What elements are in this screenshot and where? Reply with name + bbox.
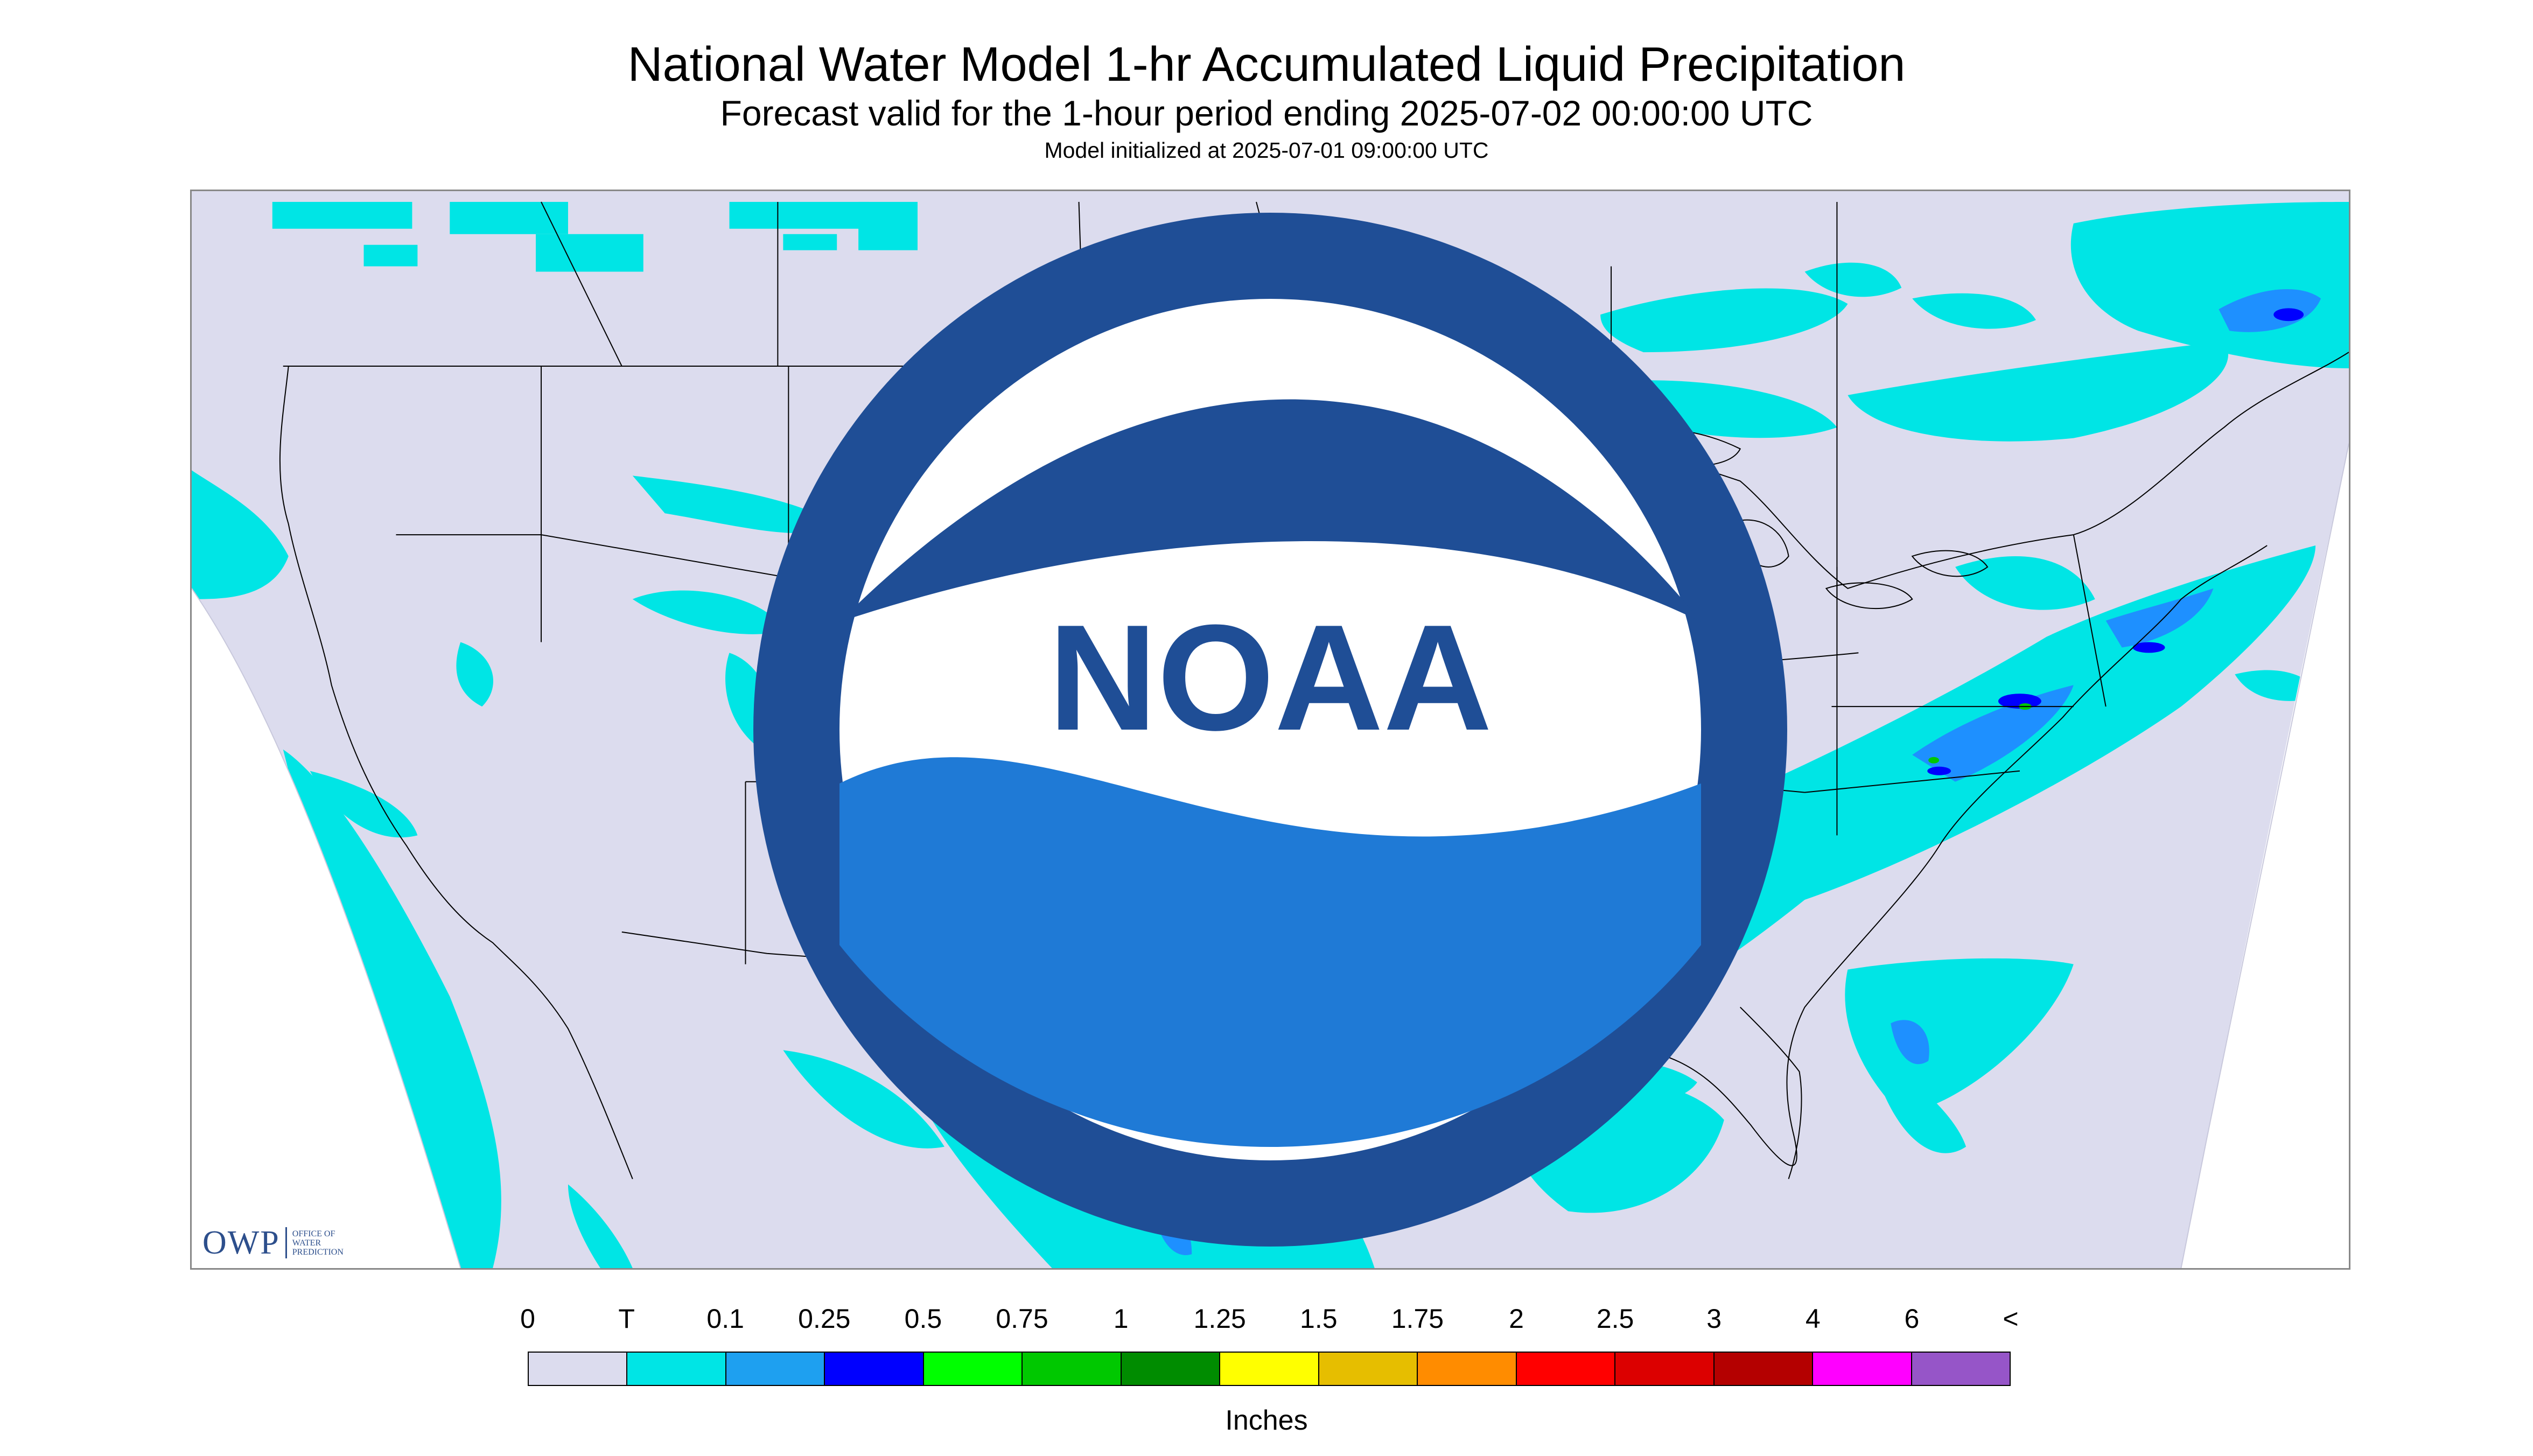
legend-label: 1.75 bbox=[1391, 1304, 1444, 1334]
legend-label: 0.75 bbox=[996, 1304, 1048, 1334]
legend-label: 0.25 bbox=[798, 1304, 851, 1334]
legend-swatch bbox=[1714, 1353, 1814, 1385]
noaa-seal-icon: NOAA bbox=[753, 213, 1787, 1247]
legend-label: 6 bbox=[1904, 1304, 1920, 1334]
owp-line3: PREDICTION bbox=[292, 1247, 344, 1257]
legend-swatch bbox=[726, 1353, 825, 1385]
model-init-text: Model initialized at 2025-07-01 09:00:00… bbox=[1044, 138, 1489, 163]
legend-label: 0 bbox=[520, 1304, 535, 1334]
legend-swatch bbox=[1813, 1353, 1912, 1385]
legend-swatch bbox=[923, 1353, 1023, 1385]
legend-label: 4 bbox=[1805, 1304, 1821, 1334]
owp-line1: OFFICE OF bbox=[292, 1229, 335, 1238]
legend-label: 2.5 bbox=[1596, 1304, 1634, 1334]
color-legend bbox=[528, 1352, 2011, 1386]
legend-swatch bbox=[1912, 1353, 2010, 1385]
owp-mark: OWP bbox=[202, 1224, 280, 1261]
legend-swatch bbox=[825, 1353, 924, 1385]
legend-swatch bbox=[1615, 1353, 1715, 1385]
legend-swatch bbox=[1220, 1353, 1319, 1385]
legend-label: 0.5 bbox=[904, 1304, 942, 1334]
legend-label: 2 bbox=[1509, 1304, 1524, 1334]
outside-domain-left bbox=[192, 588, 461, 1268]
title: National Water Model 1-hr Accumulated Li… bbox=[627, 38, 1906, 92]
legend-swatch bbox=[1121, 1353, 1221, 1385]
legend-labels: 0 T 0.1 0.25 0.5 0.75 1 1.25 1.5 1.75 2 2.5 3 4 6 < bbox=[0, 1303, 2533, 1341]
legend-label: T bbox=[618, 1304, 635, 1334]
owp-divider bbox=[285, 1227, 287, 1258]
legend-swatch bbox=[627, 1353, 726, 1385]
owp-line2: WATER bbox=[292, 1238, 321, 1248]
legend-swatch bbox=[529, 1353, 628, 1385]
noaa-text: NOAA bbox=[1048, 594, 1492, 762]
legend-swatch bbox=[1516, 1353, 1616, 1385]
owp-logo: OWP OFFICE OF WATER PREDICTION bbox=[202, 1224, 344, 1262]
legend-label: 3 bbox=[1706, 1304, 1722, 1334]
legend-label: 1 bbox=[1113, 1304, 1129, 1334]
legend-label: 1.5 bbox=[1300, 1304, 1338, 1334]
legend-label: < bbox=[2003, 1304, 2019, 1334]
legend-swatch bbox=[1023, 1353, 1122, 1385]
legend-units: Inches bbox=[1225, 1405, 1308, 1436]
legend-label: 1.25 bbox=[1193, 1304, 1246, 1334]
legend-swatch bbox=[1319, 1353, 1418, 1385]
legend-label: 0.1 bbox=[706, 1304, 744, 1334]
subtitle: Forecast valid for the 1-hour period end… bbox=[720, 93, 1813, 133]
legend-swatch bbox=[1418, 1353, 1517, 1385]
precipitation-map: OWP OFFICE OF WATER PREDICTION NOAA bbox=[190, 190, 2350, 1270]
owp-name: OFFICE OF WATER PREDICTION bbox=[292, 1229, 344, 1257]
